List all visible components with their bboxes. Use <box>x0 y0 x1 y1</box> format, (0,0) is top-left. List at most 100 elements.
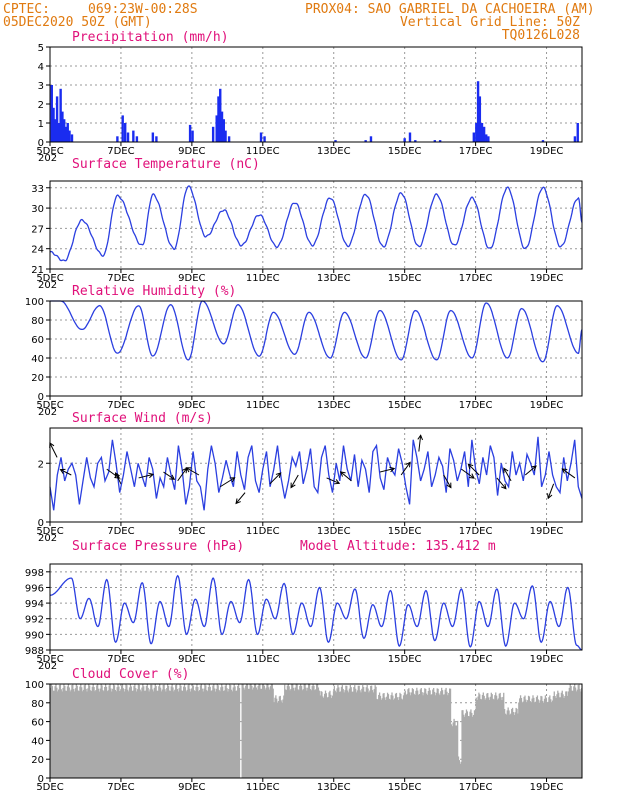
y-tick-label: 1 <box>38 119 44 130</box>
panel-frame <box>49 563 583 651</box>
wind-arrow <box>326 477 340 484</box>
cloud-bar <box>261 684 264 778</box>
cloud-bar <box>267 684 269 778</box>
x-tick-label: 17DEC <box>459 273 493 284</box>
cloud-bar <box>419 689 422 778</box>
cloud-bar <box>446 691 448 778</box>
precip-bar <box>151 132 155 142</box>
cloud-bar <box>352 691 354 778</box>
cloud-bar <box>416 687 418 778</box>
wind-arrow <box>290 474 299 488</box>
precip-bar <box>64 126 68 142</box>
wind-arrow <box>115 472 122 485</box>
y-tick-label: 40 <box>31 354 44 365</box>
cloud-bar <box>54 686 56 778</box>
precip-bar <box>57 123 61 142</box>
cloud-bar <box>217 685 219 778</box>
cloud-bar <box>484 699 486 778</box>
cloud-bar <box>482 692 484 778</box>
cloud-bar <box>160 691 163 778</box>
cloud-bar <box>111 691 113 778</box>
cloud-bar <box>244 689 246 778</box>
cloud-bar <box>530 702 532 778</box>
cloud-bar <box>128 691 130 778</box>
cloud-bar <box>220 687 222 778</box>
panel-wind: 0 2 5DEC 7DEC 9DEC 11DEC 13DEC 15DEC 17DEC 19DEC 2… <box>36 411 583 544</box>
cloud-bar <box>120 690 122 778</box>
cloud-bar <box>80 684 82 778</box>
cloud-bar <box>57 689 60 778</box>
y-tick-label: 80 <box>31 699 44 710</box>
precip-bar <box>59 88 62 142</box>
cloud-bar <box>178 688 180 778</box>
wind-arrow-head <box>275 472 282 478</box>
cloud-bar <box>97 688 100 778</box>
cloud-bar <box>50 684 53 778</box>
cloud-bar <box>53 690 55 778</box>
cloud-bar <box>175 684 178 778</box>
cloud-bar <box>349 685 351 778</box>
cloud-bar <box>233 684 235 778</box>
cloud-bar <box>542 702 545 778</box>
cloud-bar <box>73 691 76 778</box>
cloud-bar <box>362 685 364 778</box>
cloud-bar <box>469 711 471 778</box>
wind-series-line <box>49 436 583 511</box>
x-year-label: 202 <box>38 661 57 672</box>
y-tick-label: 33 <box>31 184 44 195</box>
cloud-bar <box>314 690 316 778</box>
wind-arrow <box>269 472 282 485</box>
cloud-bar <box>265 687 267 778</box>
cloud-bar <box>252 689 254 778</box>
wind-arrow <box>547 483 555 499</box>
wind-arrow <box>163 471 175 480</box>
cloud-bar <box>89 685 91 778</box>
cloud-bar <box>511 707 514 778</box>
wind-arrow <box>138 473 154 479</box>
cloud-bar <box>443 694 445 778</box>
cloud-bar <box>461 710 463 778</box>
cloud-bar <box>449 688 452 778</box>
x-tick-label: 15DEC <box>388 273 422 284</box>
cloud-bar <box>413 693 415 778</box>
cloud-bar <box>457 756 460 778</box>
wind-arrow-head <box>169 474 176 480</box>
cloud-bar <box>243 687 245 778</box>
x-tick-label: 11DEC <box>246 782 280 793</box>
precip-bar <box>215 115 218 142</box>
cloud-bar <box>368 692 370 778</box>
cloud-bar <box>264 689 266 778</box>
cloud-bar <box>483 695 485 778</box>
cloud-bar <box>576 689 578 778</box>
cloud-bar <box>142 684 144 778</box>
cloud-bar <box>310 690 312 778</box>
cloud-bar <box>225 684 227 778</box>
cloud-bar <box>324 690 327 778</box>
cloud-bar <box>334 690 336 778</box>
cloud-bar <box>136 691 138 778</box>
cloud-bar <box>362 686 365 778</box>
cloud-bar <box>409 695 412 778</box>
cloud-bar <box>542 700 544 778</box>
precip-bar <box>369 136 373 142</box>
cloud-bar <box>531 698 533 778</box>
cloud-bar <box>561 690 563 778</box>
cloud-bar <box>215 688 218 778</box>
cloud-bar <box>363 691 366 778</box>
cloud-bar <box>232 687 234 778</box>
cloud-bar <box>313 685 315 778</box>
y-tick-label: 20 <box>31 373 44 384</box>
wind-arrow-head <box>59 468 66 474</box>
cloud-bar <box>441 687 443 778</box>
cloud-bar <box>501 699 503 778</box>
cloud-bar <box>433 687 435 778</box>
wind-arrow-head <box>501 483 507 490</box>
cloud-bar <box>118 686 120 778</box>
cloud-bar <box>110 688 112 778</box>
cloud-bar <box>350 687 352 778</box>
cloud-bar <box>84 684 86 778</box>
x-tick-label: 11DEC <box>246 146 280 157</box>
cloud-bar <box>535 697 538 778</box>
precip-bar <box>472 132 476 142</box>
